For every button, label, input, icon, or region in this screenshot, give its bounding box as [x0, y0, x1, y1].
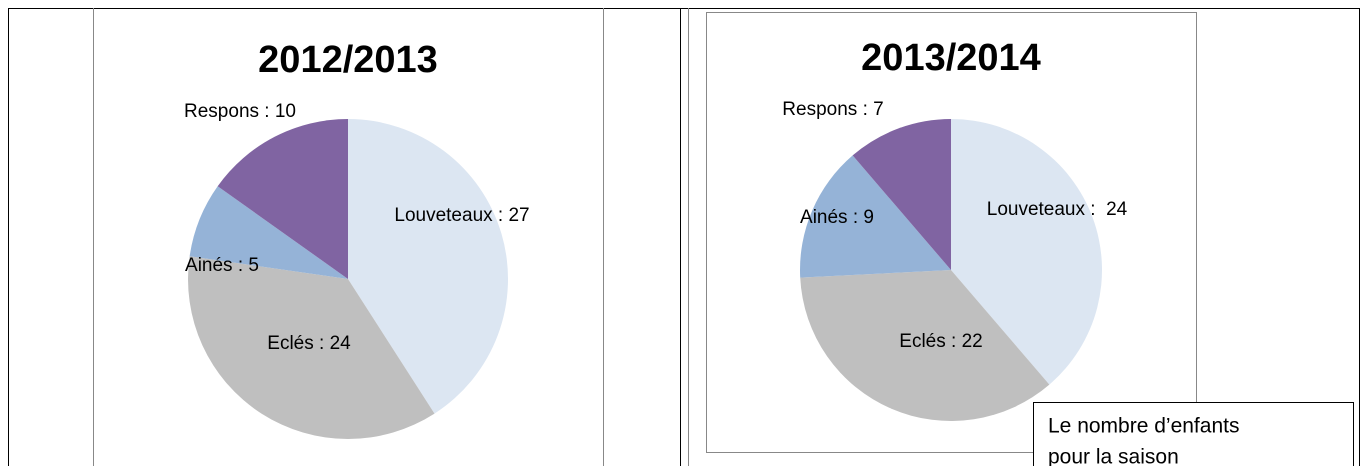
textbox-line: pour la saison [1048, 446, 1179, 466]
data-label: Louveteaux : 24 [987, 199, 1128, 220]
data-label: Respons : 10 [184, 101, 296, 122]
pie-slice [951, 119, 1103, 385]
data-label: Louveteaux : 27 [394, 205, 529, 226]
pie-slice [799, 155, 951, 278]
pie-slice [800, 270, 1050, 422]
data-label: Ainés : 9 [800, 207, 874, 228]
charts: 2012/2013 Louveteaux : 27 Eclés : 24 Ainés … [184, 37, 1128, 439]
pie-slice [217, 119, 348, 279]
data-label: Ainés : 5 [185, 255, 259, 276]
chart-title: 2012/2013 [258, 39, 438, 81]
pie-slice [188, 256, 435, 439]
textbox-line: Le nombre d’enfants [1048, 415, 1239, 438]
frame [8, 8, 1360, 466]
data-label: Respons : 7 [782, 99, 883, 120]
pie-slice [348, 119, 508, 414]
textbox-border [1033, 402, 1354, 466]
pie-slice [852, 119, 951, 270]
data-label: Eclés : 22 [899, 331, 982, 352]
pie-slice [189, 186, 348, 279]
data-label: Eclés : 24 [267, 333, 351, 354]
chart-title: 2013/2014 [861, 37, 1041, 79]
textbox: Le nombre d’enfants pour la saison [1033, 402, 1354, 466]
